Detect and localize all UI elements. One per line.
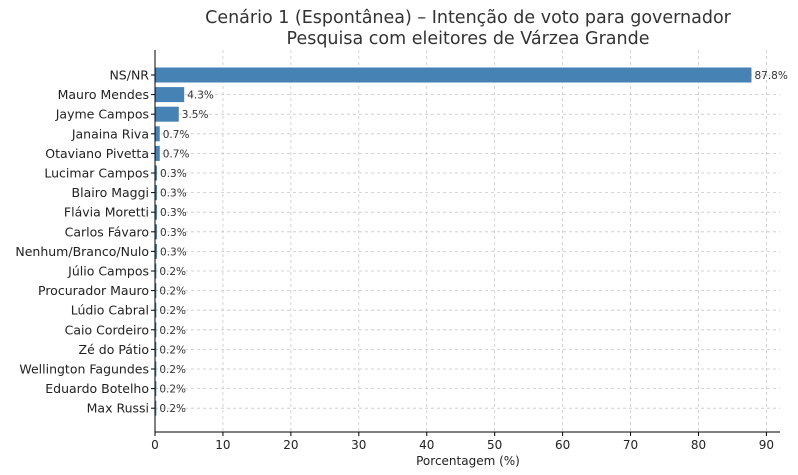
y-tick-label: Lúdio Cabral (71, 303, 149, 318)
x-tick-label: 50 (487, 438, 502, 452)
axes (154, 50, 780, 433)
y-tick-label: Júlio Campos (67, 264, 149, 279)
bar (155, 145, 160, 161)
y-tick-label: Flávia Moretti (64, 205, 149, 220)
x-tick-label: 60 (555, 438, 570, 452)
y-tick-label: NS/NR (109, 68, 149, 83)
bar (155, 302, 157, 318)
y-tick-label: Eduardo Botelho (45, 381, 149, 396)
x-tick-label: 0 (151, 438, 159, 452)
value-label: 0.2% (159, 384, 186, 396)
chart-title-line-2: Pesquisa com eleitores de Várzea Grande (287, 29, 650, 49)
bar (155, 204, 158, 220)
bar (155, 361, 157, 377)
y-tick-labels: NS/NR Mauro Mendes Jayme Campos Janaina Riv… (15, 68, 155, 416)
bar (155, 341, 157, 357)
bar (155, 87, 185, 103)
y-tick-label: Lucimar Campos (44, 166, 149, 181)
value-label: 0.2% (159, 403, 186, 415)
bar (155, 67, 752, 83)
value-label: 0.3% (160, 168, 187, 180)
x-tick-label: 80 (691, 438, 706, 452)
value-label: 0.7% (163, 129, 190, 141)
value-label: 4.3% (187, 90, 214, 102)
bar (155, 400, 157, 416)
x-tick-label: 20 (283, 438, 298, 452)
y-tick-label: Max Russi (87, 401, 149, 416)
value-labels: 87.8% 4.3% 3.5% 0.7% 0.7% 0.3% 0.3% 0.3% 0.3% 0.3… (159, 70, 787, 415)
x-tick-label: 70 (623, 438, 638, 452)
y-tick-label: Caio Cordeiro (65, 322, 149, 337)
bar (155, 224, 158, 240)
value-label: 87.8% (754, 70, 787, 82)
value-label: 0.3% (160, 246, 187, 258)
bar (155, 263, 157, 279)
bar (155, 243, 158, 259)
value-label: 0.3% (160, 188, 187, 200)
bar (155, 165, 158, 181)
y-tick-label: Mauro Mendes (58, 87, 149, 102)
bar (155, 106, 179, 122)
bar (155, 185, 158, 201)
y-tick-label: Wellington Fagundes (19, 362, 149, 377)
value-label: 0.2% (159, 364, 186, 376)
y-tick-label: Otaviano Pivetta (45, 146, 149, 161)
value-label: 0.3% (160, 207, 187, 219)
bar (155, 283, 157, 299)
bar (155, 381, 157, 397)
grid-lines (154, 50, 780, 432)
y-tick-label: Blairo Maggi (72, 185, 149, 200)
chart-title-line-1: Cenário 1 (Espontânea) – Intenção de vot… (205, 8, 732, 28)
bar (155, 322, 157, 338)
x-axis-label: Porcentagem (%) (416, 454, 520, 468)
bars (155, 67, 752, 416)
y-tick-label: Nenhum/Branco/Nulo (15, 244, 149, 259)
y-tick-label: Janaina Riva (71, 126, 149, 141)
bar (155, 126, 160, 142)
x-tick-label: 10 (215, 438, 230, 452)
x-tick-label: 90 (759, 438, 774, 452)
value-label: 3.5% (182, 109, 209, 121)
value-label: 0.2% (159, 305, 186, 317)
value-label: 0.2% (159, 344, 186, 356)
y-tick-label: Carlos Fávaro (65, 224, 149, 239)
value-label: 0.7% (163, 148, 190, 160)
x-tick-labels: 0 10 20 30 40 50 60 70 80 90 (151, 432, 774, 452)
y-tick-label: Procurador Mauro (38, 283, 149, 298)
value-label: 0.2% (159, 266, 186, 278)
x-tick-label: 40 (419, 438, 434, 452)
value-label: 0.2% (159, 325, 186, 337)
value-label: 0.2% (159, 286, 186, 298)
x-tick-label: 30 (351, 438, 366, 452)
y-tick-label: Zé do Pátio (79, 342, 149, 357)
y-tick-label: Jayme Campos (55, 107, 149, 122)
value-label: 0.3% (160, 227, 187, 239)
chart-title: Cenário 1 (Espontânea) – Intenção de vot… (205, 8, 732, 49)
